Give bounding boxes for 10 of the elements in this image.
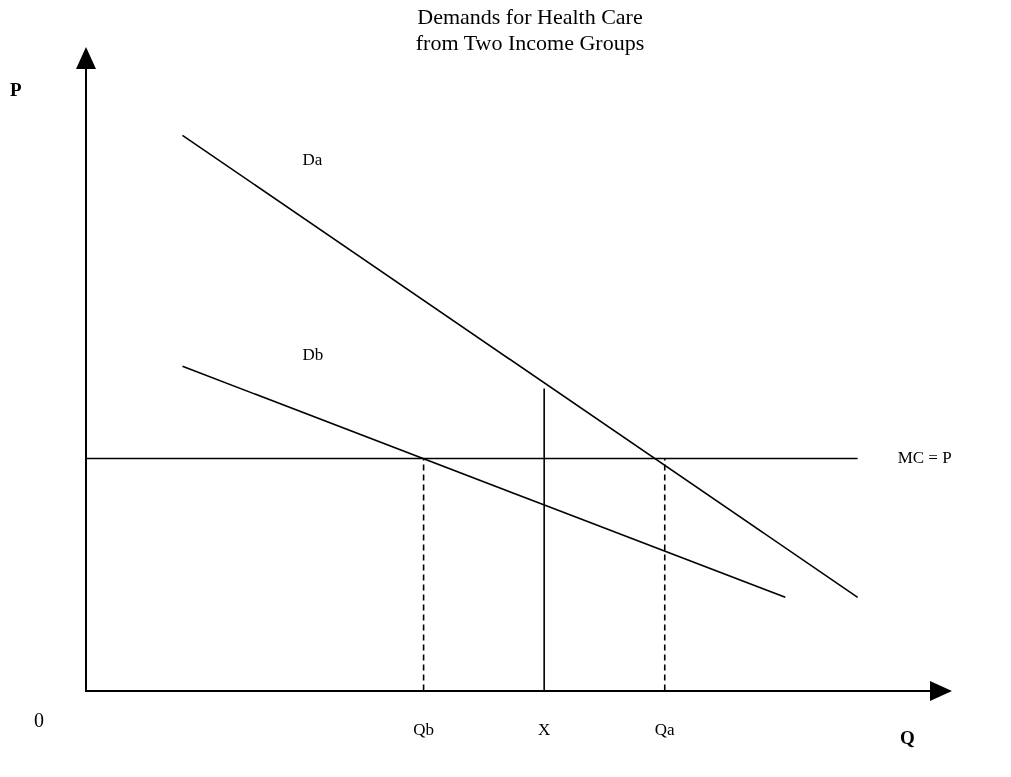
- x-tick-label: Qb: [413, 720, 434, 740]
- y-axis-title: P: [10, 79, 22, 101]
- text: 0: [34, 708, 44, 732]
- chart-title: Demands for Health Care from Two Income Groups: [414, 4, 646, 56]
- text: Da: [302, 150, 323, 170]
- x-tick-label: X: [538, 720, 551, 740]
- text: Db: [302, 345, 324, 365]
- text: MC = P: [897, 447, 952, 467]
- x-tick-label: Qa: [654, 720, 676, 740]
- x-axis-title: Q: [900, 726, 915, 749]
